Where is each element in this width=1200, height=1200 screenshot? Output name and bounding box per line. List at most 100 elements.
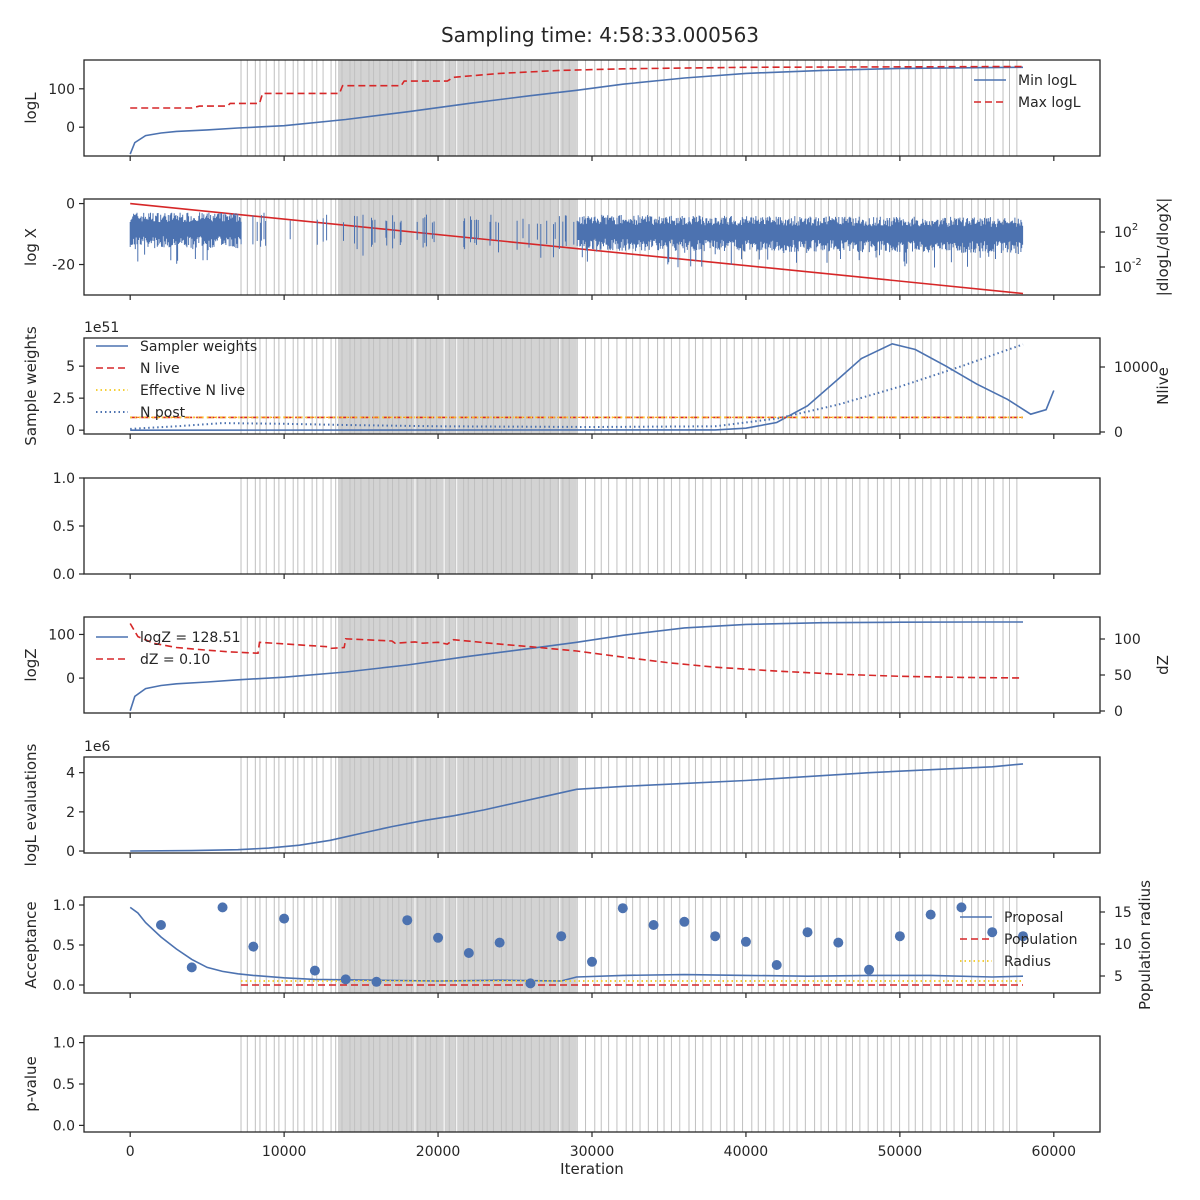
scatter-point [155,920,166,930]
scatter-point [433,932,444,943]
axes-frame [83,477,1101,575]
legend-label: Sampler weights [140,339,257,355]
offset-text: 1e6 [84,739,111,755]
panel-empty: 0.0 0.5 1.0 [53,471,1101,583]
y-tick-label: -20 [52,258,75,274]
y-right-tick-label: 0 [1114,425,1123,441]
y-axis-label-right: Nlive [1154,367,1172,405]
y-tick-label: 0 [66,120,75,136]
scatter-point [279,913,290,924]
x-tick-label: 60000 [1032,1144,1077,1160]
axes-frame [83,896,1101,994]
scatter-point [925,909,936,920]
y-axis-label: Acceptance [22,901,40,988]
panel-logX: -20 0 102 10-2 log X |dlogL/dlogX| [22,197,1172,300]
legend-label: Effective N live [140,383,245,399]
legend-label: N live [140,361,180,377]
shaded-region [338,60,577,156]
scatter-point [740,936,751,947]
panel-logL: 0 100 logL Min logL Max logL [22,59,1101,161]
x-tick-label: 0 [126,1144,135,1160]
y-tick-label: 0.5 [53,1077,75,1093]
plot-area [129,621,1024,712]
y-tick-label: 0.0 [53,978,75,994]
legend-label: N post [140,405,186,421]
series-log-x [130,202,1024,295]
y-axis-label: log X [22,228,40,266]
plot-area [130,763,1024,852]
scatter-point [248,941,259,952]
y-axis-label-right: dZ [1154,655,1172,675]
shaded-region [338,617,577,713]
x-tick-label: 50000 [878,1144,923,1160]
y-axis-label: Sample weights [22,326,40,446]
y-right-tick-label: 50 [1114,668,1132,684]
y-axis-label-right: Population radius [1136,880,1154,1010]
axes-frame [83,59,1101,157]
y-tick-label: 0.5 [53,519,75,535]
plot-area [130,342,1055,432]
panel-logZ: 0 100 0 50 100 logZ dZ logZ = 128.51 dZ = 0.10 [22,616,1172,720]
scatter-point [956,902,967,913]
series-max-logl [130,65,1024,109]
legend-label: Radius [1004,954,1051,970]
y-right-tick-label: 10 [1114,937,1132,953]
scatter-point [771,960,782,970]
legend-label: Min logL [1018,73,1077,89]
y-tick-label: 100 [48,82,75,98]
legend-label: dZ = 0.10 [140,652,210,668]
y-tick-label: 2.5 [53,391,75,407]
shaded-region [338,1036,577,1132]
scatter-point [617,903,628,914]
x-axis-label: Iteration [560,1160,624,1178]
series-n-post [130,343,1024,430]
y-right-tick-label: 0 [1114,704,1123,720]
series-logz-128-51 [129,621,1023,712]
axes-frame [83,1035,1101,1133]
panel-pvalue: 0.0 0.5 1.0 0 10000 20000 30000 40000 50000 60000… [22,1035,1101,1178]
gradient-trace [129,212,1024,268]
y-tick-label: 1.0 [53,471,75,487]
series-logl-evaluations [130,763,1024,852]
axes-frame [83,756,1101,854]
y-tick-label: 0 [66,423,75,439]
legend-label: Population [1004,932,1078,948]
shaded-region [338,478,577,574]
y-right-tick-label: 10-2 [1114,257,1142,276]
scatter-point [340,974,351,985]
plot-area [129,65,1024,155]
scatter-point [648,920,659,930]
scatter-point [186,962,197,973]
scatter-point [402,915,413,926]
y-tick-label: 5 [66,359,75,375]
y-tick-label: 100 [48,627,75,643]
x-tick-label: 10000 [262,1144,307,1160]
scatter-point [1018,931,1029,942]
y-right-tick-label: 10000 [1114,360,1159,376]
plot-area [129,202,1024,295]
scatter-point [494,937,505,948]
offset-text: 1e51 [84,320,119,336]
y-right-tick-label: 5 [1114,969,1123,985]
panel-acceptance: 0.0 0.5 1.0 5 10 15 Acceptance Population radiu… [22,880,1154,1010]
y-tick-label: 0.5 [53,938,75,954]
scatter-point [525,978,536,989]
scatter-point [710,931,721,942]
scatter-point [894,931,905,942]
x-tick-label: 40000 [724,1144,769,1160]
x-tick-label: 20000 [416,1144,461,1160]
y-axis-label: logL evaluations [22,743,40,866]
x-tick-label: 30000 [570,1144,615,1160]
y-tick-label: 0 [66,197,75,213]
panel-weights: 0 2.5 5 0 10000 Sample weights Nlive 1e51 Sample… [22,320,1172,446]
y-tick-label: 0.0 [53,567,75,583]
y-right-tick-label: 102 [1114,222,1138,241]
y-tick-label: 1.0 [53,1036,75,1052]
y-right-tick-label: 15 [1114,905,1132,921]
scatter-point [309,965,320,976]
scatter-point [833,937,844,948]
scatter-point [556,931,567,942]
scatter-point [802,927,813,938]
shaded-region [338,757,577,853]
